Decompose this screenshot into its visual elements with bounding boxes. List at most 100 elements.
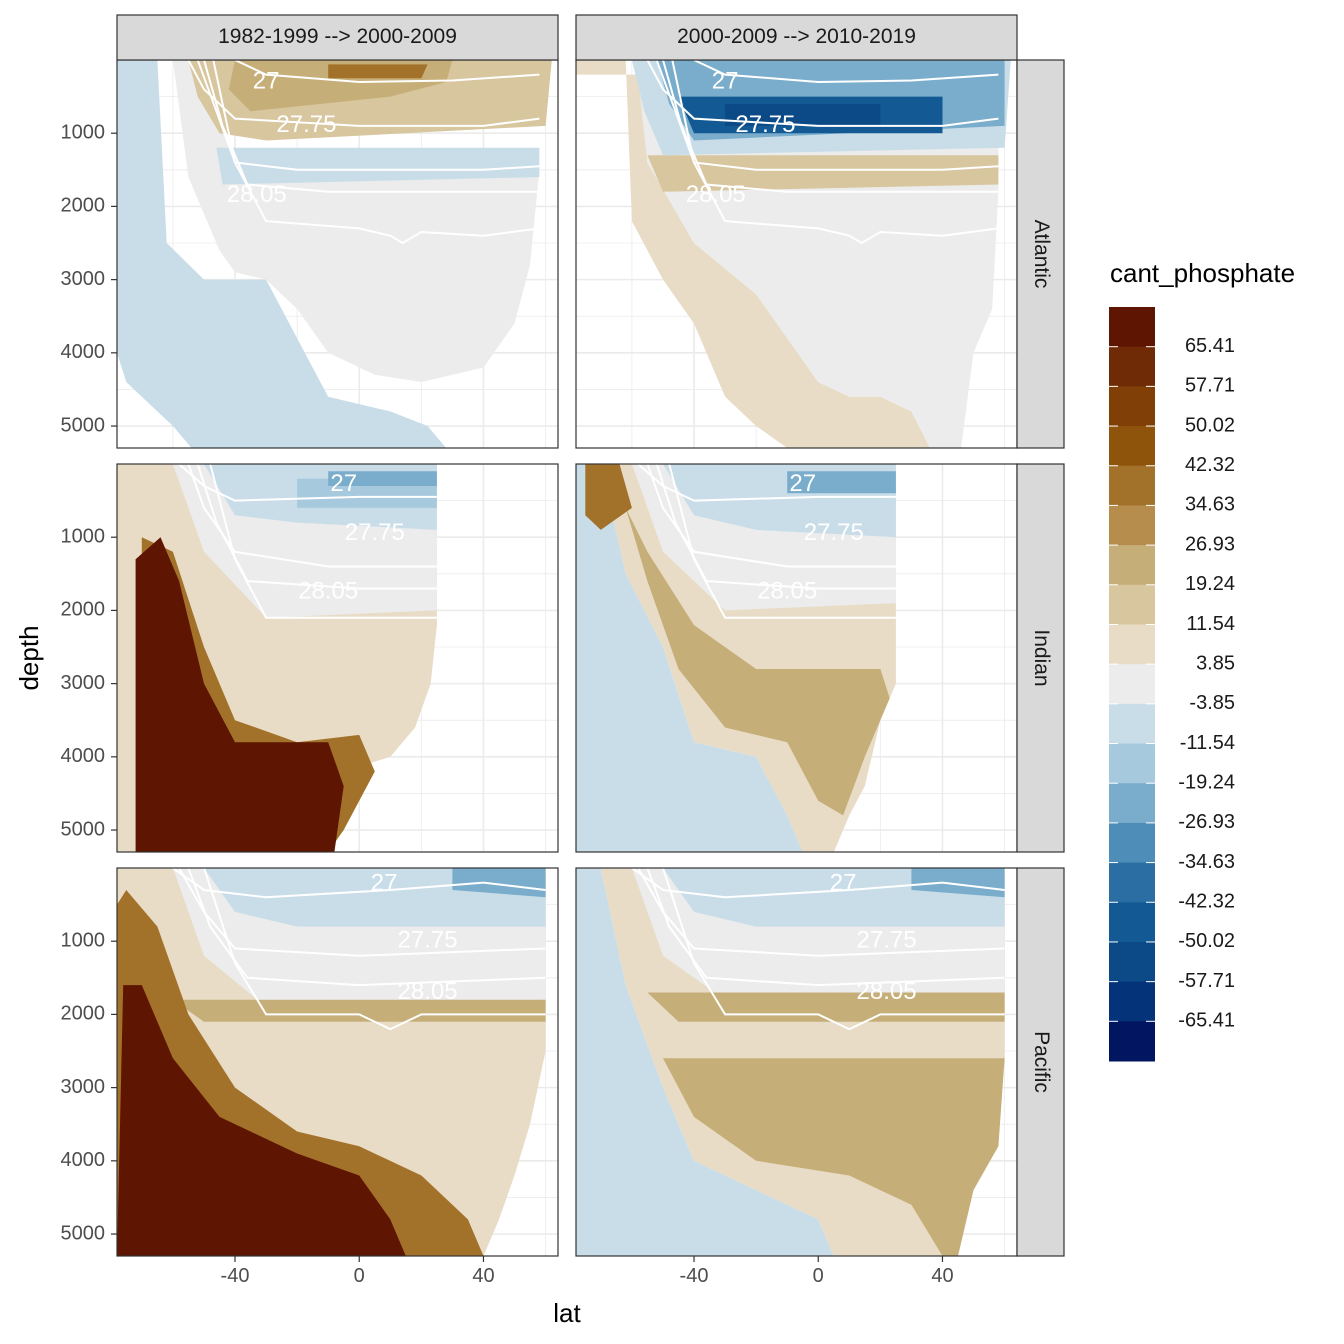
panel-indian-1: 27 27.75 28.05 <box>117 464 558 852</box>
axes: 1000200030004000500010002000300040005000… <box>61 121 954 1287</box>
isopycnal-label: 27 <box>253 67 280 94</box>
legend-swatch <box>1109 307 1155 348</box>
legend-swatch <box>1109 346 1155 387</box>
strip-background <box>1016 59 1065 449</box>
legend-swatch <box>1109 783 1155 824</box>
row-strip-indian: Indian <box>1016 463 1065 853</box>
isopycnal-label: 27.75 <box>804 519 864 546</box>
y-tick-label: 5000 <box>61 414 106 436</box>
y-tick-label: 5000 <box>61 1222 106 1244</box>
row-strip-pacific: Pacific <box>1016 867 1065 1257</box>
y-tick-label: 3000 <box>61 1076 106 1098</box>
y-tick-label: 4000 <box>61 745 106 767</box>
contour-band <box>172 60 540 383</box>
legend-swatch <box>1109 902 1155 943</box>
isopycnal-line <box>234 60 540 84</box>
y-tick-label: 1000 <box>61 929 106 951</box>
isopycnal-line <box>187 464 437 568</box>
isopycnal-label: 28.05 <box>757 577 817 604</box>
x-tick-label: 0 <box>813 1265 824 1287</box>
column-strip-label: 2000-2009 --> 2010-2019 <box>677 25 916 48</box>
panel-pacific-1: 27 27.75 28.05 <box>117 868 558 1256</box>
panel-border <box>116 867 559 1257</box>
isopycnal-label: 28.05 <box>686 181 746 208</box>
column-strip-2: 2000-2009 --> 2010-2019 <box>575 14 1018 61</box>
y-tick-label: 5000 <box>61 818 106 840</box>
legend-label: 65.41 <box>1185 335 1235 357</box>
panel-border <box>116 463 559 853</box>
legend-label: 3.85 <box>1196 652 1235 674</box>
isopycnal-line <box>209 464 437 619</box>
legend-label: -19.24 <box>1178 771 1235 793</box>
strip-background <box>1016 463 1065 853</box>
contour-band <box>787 471 896 494</box>
isopycnal-label: 27 <box>371 869 398 896</box>
panel-indian-2: 27 27.75 28.05 <box>576 464 1017 852</box>
isopycnal-label: 27.75 <box>398 927 458 954</box>
legend-label: 57.71 <box>1185 375 1235 397</box>
legend-swatch <box>1109 505 1155 546</box>
legend-label: 50.02 <box>1185 414 1235 436</box>
isopycnal-line <box>196 60 540 171</box>
panel-pacific-2: 27 27.75 28.05 <box>576 868 1017 1256</box>
contour-band <box>452 868 546 898</box>
legend-label: -11.54 <box>1180 732 1235 754</box>
isopycnal-label: 27.75 <box>345 519 405 546</box>
x-tick-label: 0 <box>354 1265 365 1287</box>
x-tick-label: 40 <box>931 1265 953 1287</box>
legend-label: -65.41 <box>1178 1010 1235 1032</box>
contour-band <box>117 60 447 448</box>
x-axis-title: lat <box>553 1298 581 1328</box>
isopycnal-line <box>655 60 999 171</box>
isopycnal-line <box>671 60 999 245</box>
isopycnal-line <box>637 464 896 502</box>
isopycnal-label: 28.05 <box>857 978 917 1005</box>
strip-background <box>1016 867 1065 1257</box>
isopycnal-label: 27.75 <box>735 111 795 138</box>
contour-band <box>328 64 428 79</box>
row-strip-label: Atlantic <box>1030 220 1053 289</box>
isopycnal-line <box>662 60 999 193</box>
isopycnal-label: 27 <box>830 869 857 896</box>
isopycnal-line <box>637 868 1005 957</box>
legend-swatch <box>1109 664 1155 705</box>
legend-label: -26.93 <box>1178 811 1235 833</box>
legend-swatch <box>1109 941 1155 983</box>
contour-band <box>216 147 540 185</box>
contour-band <box>328 471 437 486</box>
strip-background <box>575 14 1018 61</box>
isopycnal-line <box>646 464 896 568</box>
isopycnal-line <box>646 868 1005 987</box>
contour-band <box>135 537 344 852</box>
isopycnal-label: 28.05 <box>227 181 287 208</box>
column-strip-label: 1982-1999 --> 2000-2009 <box>218 25 457 48</box>
contour-band <box>576 464 803 852</box>
y-tick-label: 2000 <box>61 599 106 621</box>
legend-swatch <box>1109 822 1155 864</box>
y-tick-label: 4000 <box>61 1149 106 1171</box>
legend-label: -57.71 <box>1178 970 1235 992</box>
isopycnal-line <box>203 60 540 193</box>
isopycnal-label: 27 <box>712 67 739 94</box>
panel-atlantic-1: 27 27.75 28.05 <box>117 60 558 448</box>
isopycnal-line <box>203 868 546 1031</box>
contour-band <box>576 60 930 448</box>
legend-swatch <box>1109 465 1155 506</box>
isopycnal-label: 28.05 <box>398 978 458 1005</box>
legend-label: -50.02 <box>1178 930 1235 952</box>
legend-swatch <box>1109 624 1155 665</box>
contour-band <box>585 464 632 530</box>
legend-label: 19.24 <box>1185 573 1235 595</box>
y-axis-title: depth <box>14 625 44 690</box>
isopycnal-label: 27.75 <box>276 111 336 138</box>
legend: cant_phosphate 65.41 57.71 50.02 42.32 34.63… <box>1109 258 1295 1062</box>
legend-label: 26.93 <box>1185 533 1235 555</box>
contour-band <box>625 507 890 816</box>
isopycnal-line <box>178 868 546 957</box>
column-strip-1: 1982-1999 --> 2000-2009 <box>116 14 559 61</box>
contour-band <box>172 999 546 1022</box>
y-tick-label: 2000 <box>61 195 106 217</box>
legend-swatch <box>1109 981 1155 1022</box>
y-tick-label: 4000 <box>61 341 106 363</box>
